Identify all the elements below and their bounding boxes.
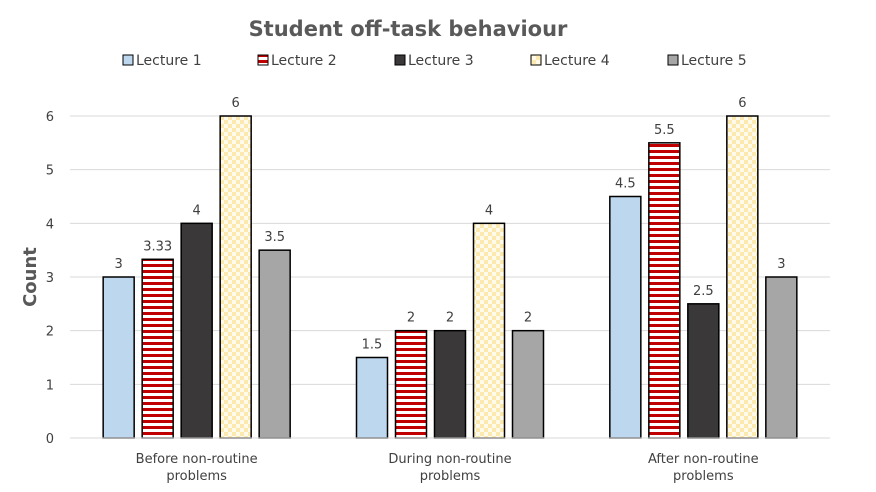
legend-swatch	[257, 54, 269, 66]
data-label: 4.5	[615, 177, 636, 192]
legend-swatch	[122, 54, 134, 66]
bar-lecture-3-cat1	[180, 222, 213, 439]
category-label: problems	[673, 469, 734, 484]
legend-label: Lecture 4	[544, 53, 610, 69]
category-label: problems	[166, 469, 227, 484]
y-tick-label: 6	[46, 110, 54, 125]
data-label: 4	[193, 203, 201, 218]
legend-swatch	[394, 54, 406, 66]
data-label: 2.5	[693, 284, 714, 299]
y-tick-label: 1	[46, 378, 54, 393]
bar-lecture-1-cat3	[609, 195, 642, 439]
bar-lecture-3-cat3	[687, 303, 720, 439]
legend: Lecture 1 Lecture 2 Lecture 3 Lecture 4 Lect…	[122, 53, 747, 69]
y-tick-label: 2	[46, 325, 54, 340]
y-tick-label: 4	[46, 217, 54, 232]
bar-lecture-2-cat2	[394, 329, 428, 439]
category-label: Before non-routine	[136, 452, 258, 467]
legend-swatch	[530, 54, 542, 66]
y-axis-ticks: 0 1 2 3 4 5 6	[46, 110, 54, 447]
data-label: 3	[115, 257, 123, 272]
bar-lecture-5-cat2	[511, 329, 545, 439]
category-label: During non-routine	[388, 452, 511, 467]
bar-lecture-4-cat2	[472, 222, 506, 439]
category-label: After non-routine	[648, 452, 759, 467]
bar-lecture-2-cat1	[141, 258, 174, 439]
data-label: 6	[232, 96, 240, 111]
legend-label: Lecture 2	[271, 53, 337, 69]
bar-lecture-2-cat3	[648, 142, 681, 439]
y-axis-label: Count	[20, 247, 41, 307]
data-label: 2	[407, 311, 415, 326]
bar-lecture-1-cat2	[355, 356, 389, 439]
bar-lecture-4-cat3	[726, 115, 759, 439]
bars	[102, 115, 798, 439]
bar-lecture-4-cat1	[219, 115, 252, 439]
data-label: 6	[738, 96, 746, 111]
legend-label: Lecture 3	[408, 53, 474, 69]
data-label: 4	[485, 203, 493, 218]
bar-lecture-5-cat3	[765, 276, 798, 439]
y-tick-label: 3	[46, 271, 54, 286]
data-label: 3	[777, 257, 785, 272]
legend-label: Lecture 5	[681, 53, 747, 69]
legend-label: Lecture 1	[136, 53, 202, 69]
chart-title: Student off-task behaviour	[249, 17, 568, 41]
data-labels: 3 3.33 4 6 3.5 1.5 2 2 4 2 4.5 5.5 2.5 6 3	[115, 96, 786, 353]
bar-lecture-1-cat1	[102, 276, 135, 439]
bar-lecture-3-cat2	[433, 329, 467, 439]
legend-swatch	[667, 54, 679, 66]
bar-lecture-5-cat1	[258, 249, 291, 439]
data-label: 3.33	[143, 239, 172, 254]
data-label: 3.5	[264, 230, 285, 245]
data-label: 1.5	[362, 338, 383, 353]
y-tick-label: 0	[46, 432, 54, 447]
y-tick-label: 5	[46, 164, 54, 179]
category-labels: Before non-routine problems During non-rou…	[136, 452, 759, 484]
category-label: problems	[420, 469, 481, 484]
data-label: 2	[524, 311, 532, 326]
data-label: 2	[446, 311, 454, 326]
data-label: 5.5	[654, 123, 675, 138]
